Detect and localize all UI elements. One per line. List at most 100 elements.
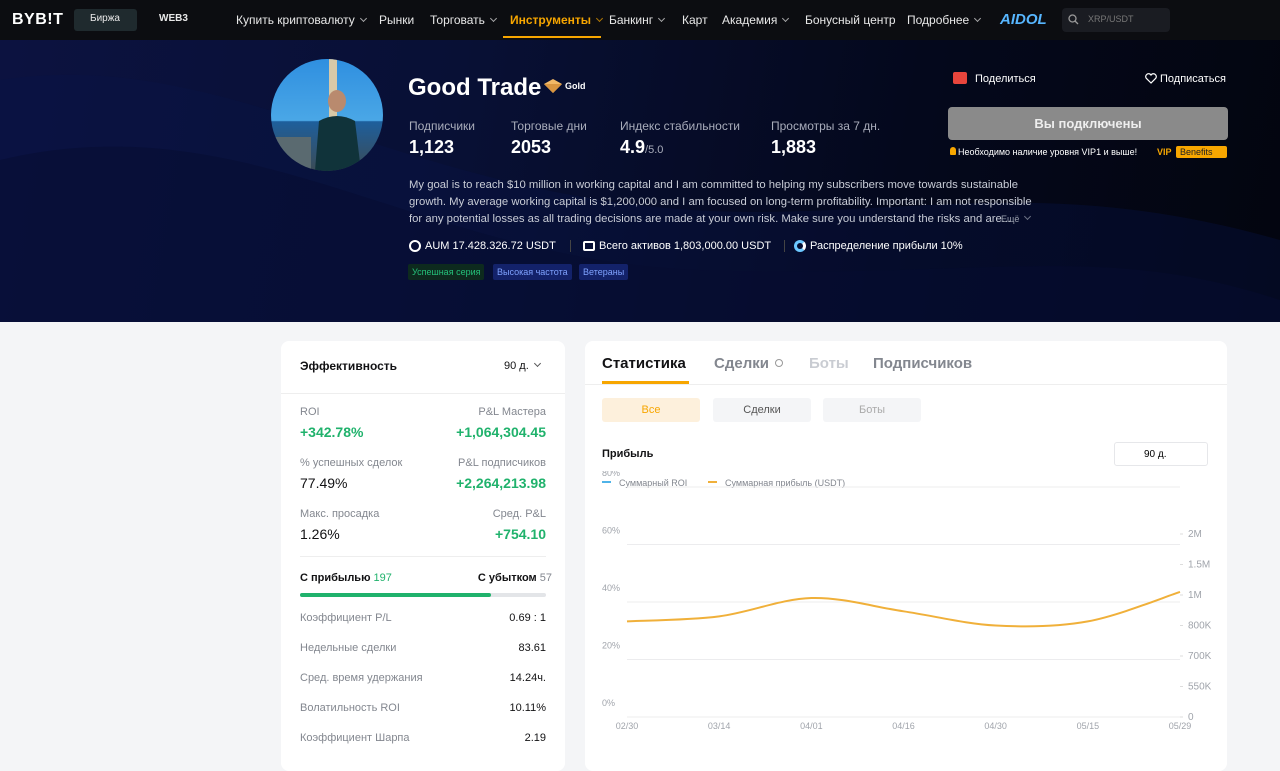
tag: Ветераны — [579, 264, 629, 280]
gold-badge-icon — [544, 79, 562, 93]
exchange-button-bg[interactable] — [74, 9, 137, 31]
tag: Высокая частота — [493, 264, 572, 280]
x-tick-label: 04/16 — [892, 721, 915, 731]
x-tick-label: 02/30 — [616, 721, 639, 731]
metric-label: Сред. P&L — [492, 508, 546, 520]
nav-item[interactable]: Торговать — [430, 13, 496, 27]
nav-item[interactable]: Карт — [682, 13, 708, 27]
metric-value: 77.49% — [300, 475, 348, 491]
y2-tick-label: 1M — [1188, 590, 1202, 601]
ratio-label: Коэффициент Шарпа — [300, 732, 410, 744]
info-icon — [775, 359, 783, 367]
connected-button[interactable]: Вы подключены — [948, 107, 1228, 140]
ratio-label: Сред. время удержания — [300, 672, 423, 684]
nav-item[interactable]: WEB3 — [159, 13, 188, 24]
nav-item[interactable]: Бонусный центр — [805, 13, 896, 27]
pie-icon — [794, 240, 806, 252]
page: BYB!T Биржа WEB3 Купить криптовалюту Рын… — [0, 0, 1280, 753]
tab-underline — [602, 381, 689, 384]
stat-value: 2053 — [511, 137, 552, 157]
y-tick-label: 40% — [602, 583, 620, 593]
tab[interactable]: Подписчиков — [873, 355, 973, 372]
separator — [784, 240, 785, 252]
x-tick-label: 05/15 — [1077, 721, 1100, 731]
nav-item[interactable]: Купить криптовалюту — [236, 13, 366, 27]
y-tick-label: 20% — [602, 641, 620, 651]
stat-label: Просмотры за 7 дн. — [771, 119, 881, 133]
filter-disabled: Боты — [823, 398, 921, 422]
metric-label: ROI — [300, 406, 320, 418]
y2-tick-label: 2M — [1188, 529, 1202, 540]
stat-value: 4.9 — [620, 137, 646, 157]
profit-chart: Суммарный ROI Суммарная прибыль (USDT) 0% 2… — [602, 471, 1212, 731]
y2-tick-label: 800K — [1188, 621, 1212, 632]
ratio-value: 14.24ч. — [509, 672, 546, 684]
aidol-logo[interactable]: AIDOL — [1000, 11, 1047, 28]
badge-label: Gold — [565, 81, 586, 91]
stat-label: Подписчики — [409, 119, 476, 133]
ratio-value: 83.61 — [518, 642, 546, 654]
subscribe-link[interactable]: Подписаться — [1160, 73, 1226, 85]
fire-icon — [950, 147, 956, 155]
nav-item[interactable]: Подробнее — [907, 13, 980, 27]
loss-label: С убытком — [477, 572, 537, 584]
metric-label: P&L подписчиков — [458, 457, 546, 469]
y2-tick-label: 0 — [1188, 712, 1194, 723]
loss-group: С убытком 57 — [478, 572, 552, 584]
win-label: С прибылью — [300, 572, 371, 584]
ratio-label: Волатильность ROI — [300, 702, 400, 714]
nav-item[interactable]: Академия — [722, 13, 788, 27]
share-link[interactable]: Поделиться — [975, 73, 1036, 85]
y2-tick-label: 550K — [1188, 682, 1212, 693]
stat-suffix: /5.0 — [645, 144, 664, 156]
divider — [585, 384, 1227, 385]
metric-value: +1,064,304.45 — [456, 424, 546, 440]
asset-item: Распределение прибыли 10% — [810, 240, 963, 252]
divider — [300, 556, 546, 557]
period-select[interactable]: 90 д. — [504, 360, 540, 372]
legend-label: Суммарная прибыль (USDT) — [725, 478, 845, 488]
y-tick-label: 60% — [602, 526, 620, 536]
x-tick-label: 04/30 — [984, 721, 1007, 731]
search-placeholder: XRP/USDT — [1088, 14, 1134, 24]
series-line — [626, 590, 1181, 628]
tab-active[interactable]: Статистика — [602, 355, 686, 372]
ratio-label: Коэффициент P/L — [300, 612, 392, 624]
win-loss-bar — [300, 593, 546, 597]
aum-icon — [409, 240, 421, 252]
win-count: 197 — [373, 572, 392, 584]
vip-notice: Необходимо наличие уровня VIP1 и выше! — [958, 147, 1138, 157]
nav-item[interactable]: Рынки — [379, 13, 415, 27]
search-box[interactable] — [1062, 8, 1170, 32]
ratio-value: 10.11% — [509, 702, 547, 714]
x-tick-label: 05/29 — [1169, 721, 1192, 731]
tab-disabled: Боты — [809, 355, 849, 372]
metric-value: +2,264,213.98 — [456, 475, 546, 491]
description-line: for any potential losses as all trading … — [409, 213, 1012, 225]
description-line: My goal is to reach $10 million in worki… — [409, 179, 1019, 191]
nav-item[interactable]: Биржа — [90, 13, 120, 24]
y2-tick-label: 1.5M — [1188, 560, 1210, 571]
avatar — [271, 59, 383, 171]
chart-period-select[interactable]: 90 д. — [1114, 442, 1208, 466]
vip-label: VIP — [1157, 147, 1172, 157]
benefits-button[interactable]: Benefits — [1176, 146, 1227, 158]
y-tick-label: 80% — [602, 471, 620, 478]
nav-item-active[interactable]: Инструменты — [510, 13, 602, 27]
ratio-label: Недельные сделки — [300, 642, 397, 654]
y2-tick-label: 700K — [1188, 651, 1212, 662]
chart-title: Прибыль — [602, 448, 654, 460]
metric-value: +754.10 — [495, 526, 546, 542]
more-link[interactable]: Ещё — [1001, 214, 1030, 224]
stats-card: Статистика Сделки Боты Подписчиков Все С… — [585, 341, 1227, 771]
stat-value: 1,123 — [409, 137, 455, 157]
tag: Успешная серия — [408, 264, 485, 280]
ratio-value: 2.19 — [524, 732, 546, 744]
metric-label: P&L Мастера — [478, 406, 546, 418]
filter[interactable]: Сделки — [713, 398, 811, 422]
logo[interactable]: BYB!T — [12, 11, 64, 28]
filter-active[interactable]: Все — [602, 398, 700, 422]
nav-item[interactable]: Банкинг — [609, 13, 664, 27]
tab[interactable]: Сделки — [714, 355, 769, 372]
asset-item: AUM 17.428.326.72 USDT — [425, 240, 556, 252]
